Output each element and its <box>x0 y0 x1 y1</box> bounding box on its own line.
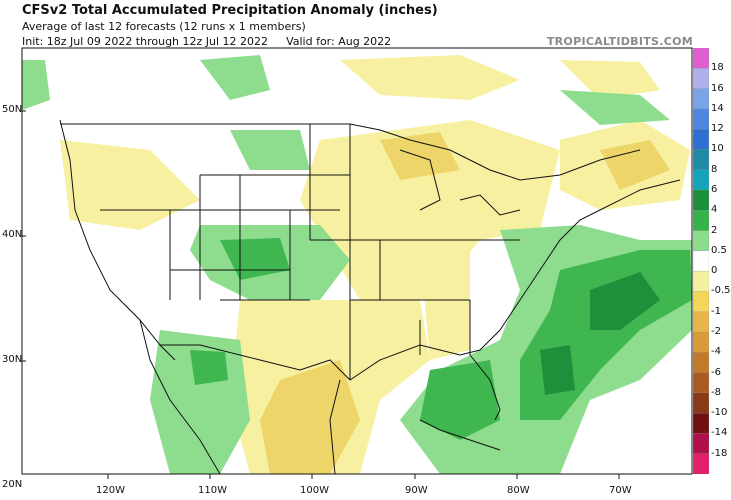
map-field <box>22 48 692 474</box>
colorbar-label: 18 <box>711 62 724 74</box>
lat-label-30n: 30N <box>2 354 23 365</box>
colorbar-label: -18 <box>711 447 728 459</box>
lon-ticks <box>107 474 620 479</box>
colorbar-label: -2 <box>711 326 721 337</box>
lat-ticks <box>22 110 26 475</box>
lon-label-110w: 110W <box>198 485 227 496</box>
lat-label-20n: 20N <box>2 479 23 490</box>
colorbar-swatch <box>693 230 709 252</box>
colorbar-label: 0.5 <box>711 244 727 256</box>
colorbar-label: 4 <box>711 204 718 216</box>
dry-anomaly-cores <box>260 132 670 474</box>
colorbar-label: -10 <box>711 407 728 419</box>
colorbar-swatch <box>693 352 709 374</box>
colorbar-swatch <box>693 291 709 313</box>
map-title: CFSv2 Total Accumulated Precipitation An… <box>22 3 438 18</box>
colorbar-label: 12 <box>711 123 724 135</box>
colorbar-swatch <box>693 372 709 394</box>
colorbar-label: 2 <box>711 224 718 236</box>
colorbar-swatch <box>693 210 709 232</box>
colorbar-label: -0.5 <box>711 285 731 297</box>
map-frame <box>21 47 693 475</box>
colorbar-label: 0 <box>711 265 718 277</box>
colorbar <box>693 48 709 474</box>
wet-anomaly-max <box>540 272 660 395</box>
site-credit: TROPICALTIDBITS.COM <box>546 35 693 48</box>
colorbar-label: -1 <box>711 305 721 317</box>
colorbar-swatch <box>693 270 709 293</box>
map-subtitle: Average of last 12 forecasts (12 runs x … <box>22 20 306 33</box>
lat-label-50n: 50N <box>2 104 23 115</box>
colorbar-swatch <box>693 189 709 211</box>
lon-label-80w: 80W <box>507 485 530 496</box>
init-line: Init: 18z Jul 09 2022 through 12z Jul 12… <box>22 35 391 48</box>
colorbar-label: 16 <box>711 82 724 94</box>
colorbar-swatch <box>693 433 709 455</box>
colorbar-label: 14 <box>711 102 724 114</box>
colorbar-swatch <box>693 331 709 353</box>
colorbar-swatch <box>693 128 709 151</box>
colorbar-label: -4 <box>711 346 721 358</box>
lon-label-100w: 100W <box>300 485 329 496</box>
colorbar-label: -6 <box>711 366 721 378</box>
colorbar-label: -14 <box>711 427 728 439</box>
colorbar-swatch <box>693 108 709 130</box>
colorbar-swatch <box>693 250 709 272</box>
colorbar-swatch <box>693 453 709 474</box>
colorbar-swatch <box>693 311 709 333</box>
lon-label-70w: 70W <box>609 485 632 496</box>
colorbar-label: -8 <box>711 386 721 398</box>
colorbar-swatch <box>693 88 709 110</box>
lon-label-120w: 120W <box>96 485 125 496</box>
colorbar-swatch <box>693 68 709 90</box>
colorbar-swatch <box>693 149 709 171</box>
valid-text: Valid for: Aug 2022 <box>286 35 392 48</box>
lat-label-40n: 40N <box>2 229 23 240</box>
colorbar-label: 6 <box>711 184 718 195</box>
colorbar-swatch <box>693 48 709 69</box>
colorbar-label: 10 <box>711 143 724 155</box>
lon-label-90w: 90W <box>405 485 428 496</box>
colorbar-label: 8 <box>711 163 718 175</box>
colorbar-swatch <box>693 392 709 414</box>
colorbar-swatch <box>693 412 709 435</box>
map-borders <box>59 119 681 474</box>
colorbar-swatch <box>693 169 709 191</box>
init-text: Init: 18z Jul 09 2022 through 12z Jul 12… <box>22 35 269 48</box>
